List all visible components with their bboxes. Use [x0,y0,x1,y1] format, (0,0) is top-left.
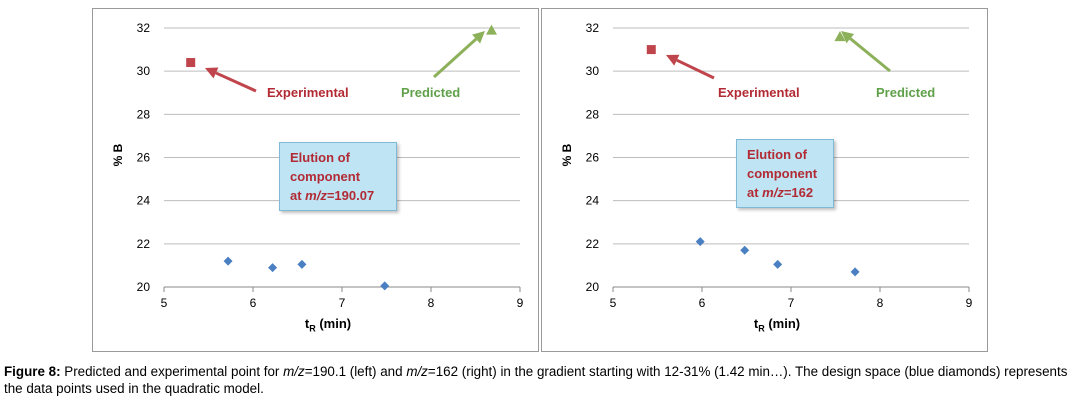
annotation-line-2: component [747,166,818,181]
experimental-label: Experimental [718,85,800,100]
data-point-predicted [834,31,846,42]
x-tick-label: 7 [339,296,346,310]
data-point-diamond [695,237,705,247]
y-tick-label: 32 [137,21,151,35]
data-point-diamond [850,267,860,277]
predicted-label: Predicted [876,85,936,100]
y-tick-label: 20 [586,280,600,294]
x-axis-label: tR (min) [753,316,801,334]
predicted-arrow [841,31,891,73]
data-point-diamond [380,281,390,291]
x-tick-label: 7 [788,296,795,310]
x-tick-label: 9 [517,296,524,310]
y-tick-label: 30 [586,64,600,78]
data-point-predicted [486,24,498,35]
x-tick-label: 5 [610,296,617,310]
y-tick-label: 24 [137,194,151,208]
annotation-line-1: Elution of [290,150,350,165]
experimental-label: Experimental [267,85,349,100]
chart-left-plot: 20 22 24 26 28 30 32 5 6 7 8 9 [137,21,524,310]
data-point-diamond [740,245,750,255]
chart-right: 20 22 24 26 28 30 32 5 6 7 8 9 % B tR (min) Experim… [541,8,988,352]
y-axis-label: % B [560,143,574,167]
x-tick-label: 8 [877,296,884,310]
data-point-diamond [773,259,783,269]
chart-right-plot: 20 22 24 26 28 30 32 5 6 7 8 9 [586,21,973,310]
figure-caption: Figure 8: Predicted and experimental poi… [4,364,1068,396]
data-point-diamond [268,263,278,273]
chart-left: 20 22 24 26 28 30 32 5 6 7 8 9 % B tR (min) Experim… [92,8,539,352]
y-tick-label: 20 [137,280,151,294]
data-point-experimental [186,58,196,68]
annotation-callout: Elution of component at m/z=162 [736,139,834,208]
y-tick-label: 28 [586,107,600,121]
y-tick-label: 24 [586,194,600,208]
predicted-label: Predicted [401,85,461,100]
y-tick-label: 26 [586,151,600,165]
x-tick-label: 5 [161,296,168,310]
x-tick-label: 6 [250,296,257,310]
y-axis-label: % B [111,143,125,167]
annotation-line-3: at m/z=190.07 [290,188,375,203]
data-point-diamond [223,256,233,266]
experimental-arrow [205,67,257,93]
y-tick-label: 22 [586,237,600,251]
y-tick-label: 26 [137,151,151,165]
x-tick-label: 8 [428,296,435,310]
annotation-callout: Elution of component at m/z=190.07 [279,142,397,211]
y-tick-label: 22 [137,237,151,251]
predicted-arrow [432,31,485,79]
annotation-line-3: at m/z=162 [747,185,814,200]
caption-label: Figure 8: [4,364,61,379]
annotation-line-1: Elution of [747,147,807,162]
x-axis-label: tR (min) [304,316,352,334]
x-tick-label: 9 [966,296,973,310]
y-tick-label: 30 [137,64,151,78]
data-point-experimental [646,45,656,55]
experimental-arrow [666,54,715,80]
annotation-line-2: component [290,169,361,184]
x-tick-label: 6 [699,296,706,310]
y-tick-label: 32 [586,21,600,35]
y-tick-label: 28 [137,107,151,121]
data-point-diamond [297,259,307,269]
